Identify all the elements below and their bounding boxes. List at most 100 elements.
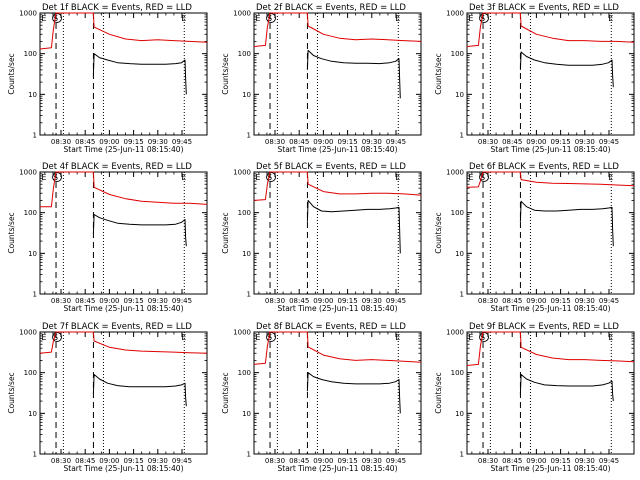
- x-tick-label: 09:30: [148, 138, 168, 146]
- x-tick-label: 08:45: [289, 138, 309, 146]
- detector-panel-8: Det 8f BLACK = Events, RED = LLD 1 10 100 10…: [221, 322, 422, 473]
- y-tick-label: 100: [238, 50, 251, 58]
- y-tick-label: 100: [451, 369, 464, 377]
- x-tick-label: 08:45: [75, 457, 95, 465]
- plot-frame: [253, 331, 422, 455]
- plot-frame: [39, 12, 208, 136]
- x-axis-label: Start Time (25-Jun-11 08:15:40): [491, 304, 611, 313]
- events-series-line: [519, 51, 614, 88]
- panel-title: Det 1f BLACK = Events, RED = LLD: [42, 3, 192, 13]
- y-tick-label: 100: [238, 209, 251, 217]
- x-tick-label: 08:45: [75, 297, 95, 305]
- x-tick-label: 09:15: [124, 457, 144, 465]
- x-tick-label: 09:30: [575, 457, 595, 465]
- detector-panel-2: Det 2f BLACK = Events, RED = LLD 1 10 100 10…: [221, 3, 422, 154]
- x-axis-label: Start Time (25-Jun-11 08:15:40): [491, 145, 611, 154]
- y-axis-label: Counts/sec: [434, 372, 443, 413]
- x-tick-label: 08:45: [502, 297, 522, 305]
- detector-panel-6: Det 6f BLACK = Events, RED = LLD 1 10 100 10…: [434, 162, 635, 313]
- y-axis-label: Counts/sec: [7, 53, 16, 94]
- lld-series-line: [466, 171, 635, 188]
- marker-end-label: E: [608, 14, 613, 23]
- x-tick-label: 09:00: [313, 138, 333, 146]
- panel-title: Det 4f BLACK = Events, RED = LLD: [42, 162, 192, 172]
- detector-panel-4: Det 4f BLACK = Events, RED = LLD 1 10 100 10…: [7, 162, 208, 313]
- x-tick-label: 08:45: [502, 457, 522, 465]
- plot-frame: [466, 171, 635, 295]
- y-tick-label: 1: [33, 132, 37, 140]
- panel-title: Det 6f BLACK = Events, RED = LLD: [469, 162, 619, 172]
- lld-series-line: [253, 331, 422, 365]
- y-tick-label: 1000: [446, 10, 464, 18]
- x-tick-label: 08:45: [75, 138, 95, 146]
- x-tick-label: 09:15: [338, 297, 358, 305]
- x-tick-label: 09:15: [551, 457, 571, 465]
- x-tick-label: 09:15: [551, 138, 571, 146]
- x-tick-label: 08:45: [289, 457, 309, 465]
- y-tick-label: 10: [28, 91, 37, 99]
- x-tick-label: 09:45: [172, 138, 192, 146]
- x-tick-label: 08:30: [478, 297, 498, 305]
- y-tick-label: 10: [455, 250, 464, 258]
- x-tick-label: 09:15: [338, 457, 358, 465]
- marker-end-label: E: [468, 333, 473, 342]
- detector-panel-9: Det 9f BLACK = Events, RED = LLD 1 10 100 10…: [434, 322, 635, 473]
- x-axis-label: Start Time (25-Jun-11 08:15:40): [64, 464, 184, 473]
- x-tick-label: 09:30: [362, 138, 382, 146]
- x-tick-label: 08:30: [265, 457, 285, 465]
- plot-frame: [466, 331, 635, 455]
- y-axis-label: Counts/sec: [221, 212, 230, 253]
- marker-start-label: S: [480, 173, 485, 182]
- detector-panel-7: Det 7f BLACK = Events, RED = LLD 1 10 100 10…: [7, 322, 208, 473]
- y-tick-label: 100: [24, 369, 37, 377]
- x-tick-label: 08:30: [51, 138, 71, 146]
- y-tick-label: 10: [242, 250, 251, 258]
- marker-start-label: S: [53, 333, 58, 342]
- x-tick-label: 08:30: [478, 457, 498, 465]
- x-axis-label: Start Time (25-Jun-11 08:15:40): [278, 145, 398, 154]
- marker-end-label: E: [468, 14, 473, 23]
- y-tick-label: 1: [247, 291, 251, 299]
- y-tick-label: 1: [247, 451, 251, 459]
- y-tick-label: 1000: [19, 329, 37, 337]
- x-axis-label: Start Time (25-Jun-11 08:15:40): [278, 304, 398, 313]
- x-tick-label: 09:15: [551, 297, 571, 305]
- x-tick-label: 09:45: [386, 297, 406, 305]
- x-tick-label: 09:45: [599, 138, 619, 146]
- marker-end-label: E: [608, 333, 613, 342]
- x-tick-label: 09:00: [526, 457, 546, 465]
- marker-start-label: S: [267, 14, 272, 23]
- events-series-line: [306, 372, 401, 414]
- y-axis-label: Counts/sec: [7, 212, 16, 253]
- marker-end-label: E: [395, 333, 400, 342]
- x-tick-label: 09:30: [575, 297, 595, 305]
- y-tick-label: 1: [460, 291, 464, 299]
- y-tick-label: 1000: [233, 169, 251, 177]
- x-tick-label: 08:45: [289, 297, 309, 305]
- x-tick-label: 09:45: [386, 457, 406, 465]
- y-axis-label: Counts/sec: [434, 53, 443, 94]
- marker-end-label: E: [41, 173, 46, 182]
- x-tick-label: 09:45: [172, 297, 192, 305]
- y-tick-label: 1000: [233, 10, 251, 18]
- marker-end-label: E: [255, 333, 260, 342]
- events-series-line: [92, 214, 187, 247]
- lld-series-line: [253, 12, 422, 47]
- marker-end-label: E: [181, 14, 186, 23]
- events-series-line: [92, 374, 187, 407]
- panel-title: Det 5f BLACK = Events, RED = LLD: [256, 162, 406, 172]
- x-tick-label: 09:30: [148, 297, 168, 305]
- y-axis-label: Counts/sec: [7, 372, 16, 413]
- events-series-line: [519, 200, 614, 247]
- y-tick-label: 10: [242, 91, 251, 99]
- y-axis-label: Counts/sec: [221, 53, 230, 94]
- lld-series-line: [39, 331, 208, 354]
- x-tick-label: 09:00: [99, 457, 119, 465]
- y-tick-label: 1: [460, 132, 464, 140]
- x-tick-label: 09:00: [313, 297, 333, 305]
- x-tick-label: 09:15: [124, 297, 144, 305]
- panel-title: Det 3f BLACK = Events, RED = LLD: [469, 3, 619, 13]
- x-tick-label: 08:30: [51, 457, 71, 465]
- y-tick-label: 1: [247, 132, 251, 140]
